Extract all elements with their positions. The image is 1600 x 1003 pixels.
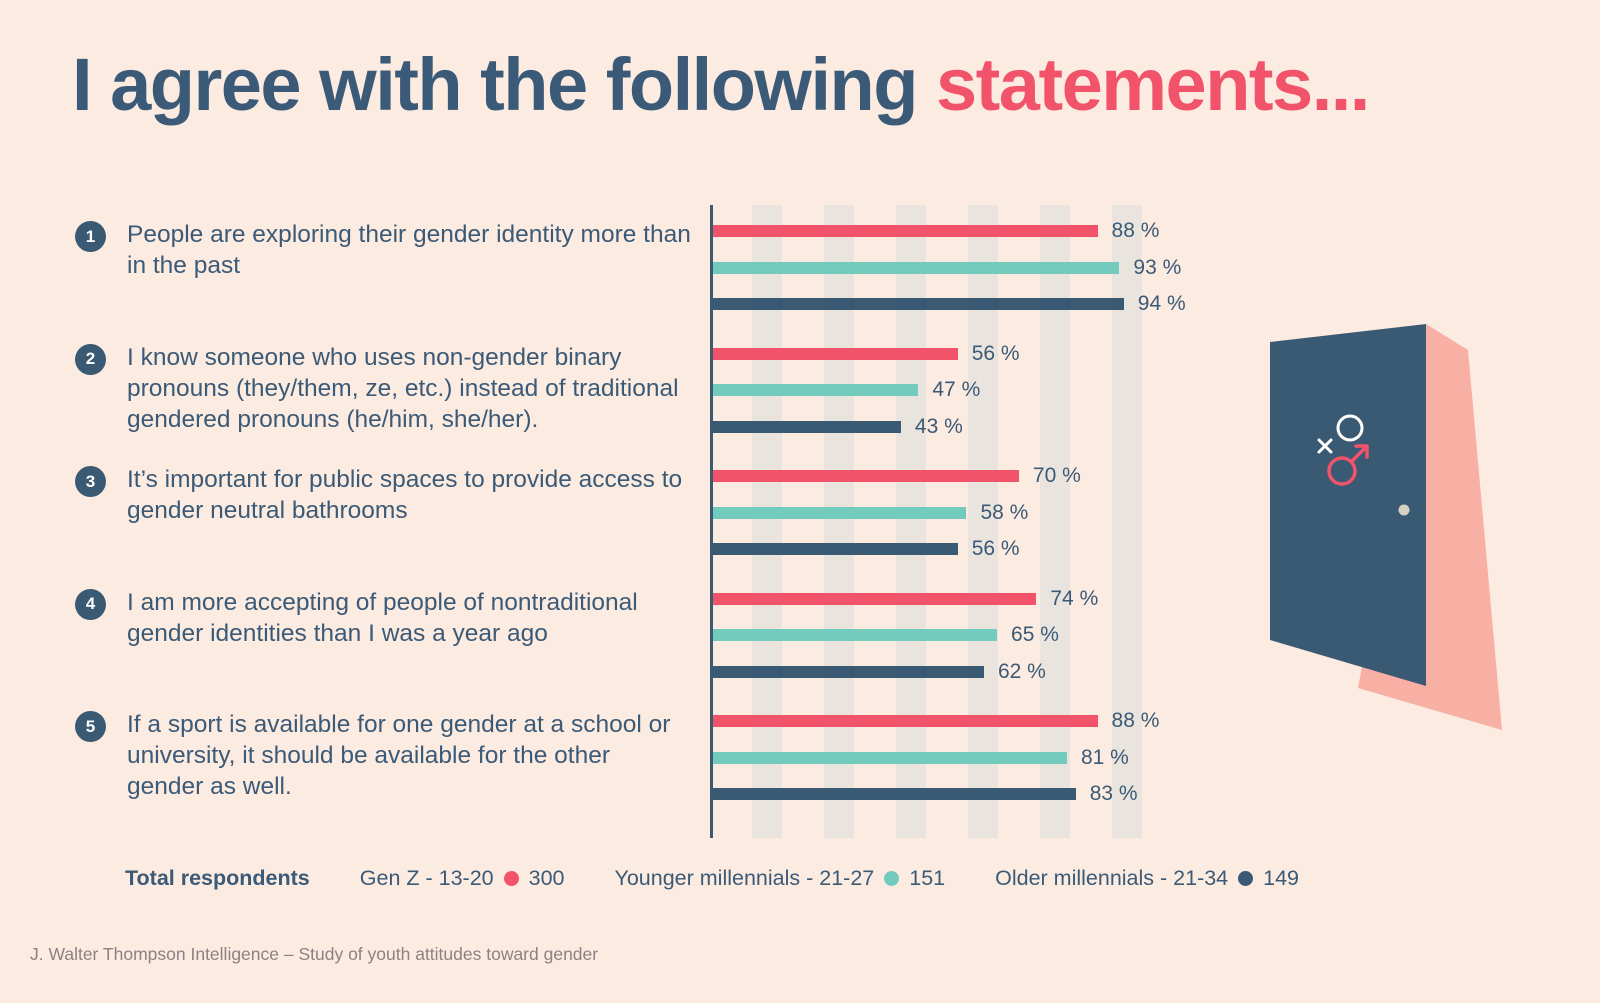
bar <box>713 261 1120 274</box>
bar-row: 56 % <box>713 537 1190 560</box>
legend-count: 149 <box>1263 866 1300 890</box>
bar-row: 58 % <box>713 501 1190 524</box>
legend-dot-icon <box>884 871 900 886</box>
statement-text: If a sport is available for one gender a… <box>127 711 671 800</box>
bar-value-label: 88 % <box>1111 219 1160 242</box>
bar-group: 88 % 81 % 83 % <box>713 709 1190 825</box>
page-title: I agree with the following statements... <box>72 42 1370 127</box>
bar <box>713 298 1124 310</box>
bar <box>713 715 1098 727</box>
source-attribution: J. Walter Thompson Intelligence – Study … <box>30 944 599 964</box>
door-illustration <box>1270 324 1502 730</box>
door-knob-icon <box>1398 504 1410 516</box>
statement-item: 2 I know someone who uses non-gender bina… <box>75 342 700 435</box>
legend-dot-icon <box>1238 871 1254 886</box>
statement-text: I am more accepting of people of nontrad… <box>127 588 638 647</box>
legend-label: Older millennials - 21-34 <box>995 866 1229 890</box>
bar-row: 88 % <box>713 709 1190 732</box>
bar <box>713 665 984 678</box>
bar-value-label: 83 % <box>1089 782 1138 805</box>
bar <box>713 506 967 519</box>
chart-axis-line <box>710 205 713 838</box>
bar <box>713 788 1076 800</box>
bar <box>713 751 1067 764</box>
bar-row: 93 % <box>713 256 1190 279</box>
bar-row: 65 % <box>713 623 1190 646</box>
bar-group: 70 % 58 % 56 % <box>713 464 1190 580</box>
statement-text: I know someone who uses non-gender binar… <box>127 343 679 433</box>
bar-group: 56 % 47 % 43 % <box>713 342 1190 458</box>
bar-row: 47 % <box>713 378 1190 401</box>
bar <box>713 420 901 433</box>
legend-count: 300 <box>528 866 565 890</box>
bar-row: 94 % <box>713 292 1190 315</box>
statement-text: People are exploring their gender identi… <box>127 221 691 279</box>
statement-text: It’s important for public spaces to prov… <box>127 466 683 524</box>
chart-legend: Total respondents Gen Z - 13-20 300 Younge… <box>125 866 1349 891</box>
bar-row: 70 % <box>713 464 1190 487</box>
bar-value-label: 94 % <box>1137 292 1186 315</box>
bar-row: 43 % <box>713 415 1190 438</box>
bar-value-label: 74 % <box>1050 586 1099 610</box>
statement-number-badge: 4 <box>75 588 106 620</box>
bar-value-label: 47 % <box>932 378 981 401</box>
bar-chart: 88 % 93 % 94 % 56 % 47 % 43 % 70 % 58 % 56 % 74 %… <box>710 205 1190 838</box>
bar <box>713 225 1098 237</box>
bar-group: 88 % 93 % 94 % <box>713 219 1190 335</box>
bar <box>713 629 998 641</box>
bar-value-label: 81 % <box>1080 745 1129 769</box>
statement-item: 1 People are exploring their gender ident… <box>75 219 700 281</box>
bar <box>713 384 919 396</box>
legend-count: 151 <box>909 866 946 890</box>
title-main: I agree with the following <box>72 43 936 126</box>
bar <box>713 470 1019 482</box>
bar-row: 81 % <box>713 746 1190 769</box>
bar-row: 62 % <box>713 660 1190 683</box>
bar-row: 56 % <box>713 342 1190 365</box>
door-panel <box>1270 324 1426 686</box>
statement-item: 4 I am more accepting of people of nontra… <box>75 587 700 649</box>
statement-number-badge: 3 <box>75 466 106 497</box>
bar-value-label: 62 % <box>997 659 1046 683</box>
bar-value-label: 43 % <box>914 414 963 438</box>
bar-value-label: 93 % <box>1133 255 1182 279</box>
bar <box>713 347 958 360</box>
legend-item: Older millennials - 21-34 149 <box>995 866 1299 891</box>
bar-row: 88 % <box>713 219 1190 242</box>
legend-label: Gen Z - 13-20 <box>359 866 494 890</box>
statement-number-badge: 2 <box>75 343 106 375</box>
legend-dot-icon <box>503 871 519 886</box>
statement-number-badge: 5 <box>75 711 106 742</box>
legend-item: Gen Z - 13-20 300 <box>360 866 565 891</box>
statements-list: 1 People are exploring their gender ident… <box>75 205 700 838</box>
male-symbol-icon <box>1327 444 1369 486</box>
female-symbol-icon <box>1317 414 1364 454</box>
title-accent: statements... <box>935 43 1370 126</box>
legend-title: Total respondents <box>125 866 310 890</box>
bar-value-label: 65 % <box>1011 623 1059 646</box>
statement-number-badge: 1 <box>75 221 106 252</box>
bar-value-label: 56 % <box>971 537 1020 560</box>
bar <box>713 543 958 555</box>
legend-label: Younger millennials - 21-27 <box>614 866 875 890</box>
legend-item: Younger millennials - 21-27 151 <box>614 866 945 891</box>
bar-row: 83 % <box>713 782 1190 805</box>
bar-value-label: 70 % <box>1032 464 1081 487</box>
statement-item: 3 It’s important for public spaces to pro… <box>75 464 700 526</box>
statement-item: 5 If a sport is available for one gender … <box>75 709 700 802</box>
bar-group: 74 % 65 % 62 % <box>713 587 1190 703</box>
chart-gridline-bands <box>710 205 1172 838</box>
bar-value-label: 58 % <box>980 500 1029 524</box>
bar-value-label: 56 % <box>971 341 1020 365</box>
bar-row: 74 % <box>713 587 1190 610</box>
bar-value-label: 88 % <box>1111 709 1160 732</box>
bar <box>713 592 1037 605</box>
legend-items: Gen Z - 13-20 300 Younger millennials - 21… <box>360 866 1349 891</box>
